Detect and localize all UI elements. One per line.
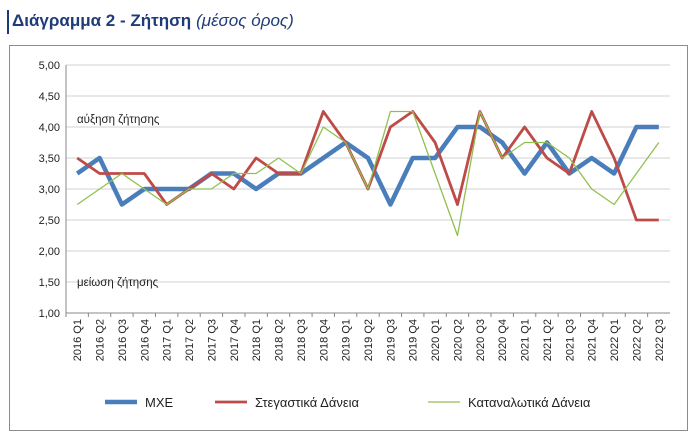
y-axis-ticks: 1,00 1,50 2,00 2,50 3,00 3,50 4,00 4,50 5,00: [39, 60, 60, 320]
legend: ΜΧΕ Στεγαστικά Δάνεια Καταναλωτικά Δάνεια: [105, 395, 591, 410]
x-tick-label: 2021 Q3: [564, 319, 576, 361]
annotation-lower: μείωση ζήτησης: [77, 277, 159, 289]
x-tick-label: 2022 Q1: [609, 319, 621, 361]
legend-label-1: Στεγαστικά Δάνεια: [255, 395, 360, 410]
y-tick-label: 5,00: [39, 60, 60, 72]
chart-title: Διάγραμμα 2 - Ζήτηση: [12, 11, 192, 30]
x-tick-label: 2021 Q4: [587, 319, 599, 361]
x-tick-label: 2017 Q4: [229, 319, 241, 361]
y-tick-label: 4,00: [39, 122, 60, 134]
x-tick-label: 2016 Q3: [117, 319, 129, 361]
x-tick-label: 2018 Q3: [296, 319, 308, 361]
x-tick-label: 2019 Q2: [363, 319, 375, 361]
x-axis-ticks: 2016 Q1 2016 Q2 2016 Q3 2016 Q4 2017 Q1 2017 …: [65, 313, 666, 361]
x-tick-label: 2017 Q3: [206, 319, 218, 361]
x-tick-label: 2020 Q4: [497, 319, 509, 361]
legend-label-2: Καταναλωτικά Δάνεια: [468, 395, 591, 410]
x-tick-label: 2018 Q1: [251, 319, 263, 361]
legend-label-0: ΜΧΕ: [145, 395, 174, 410]
chart-frame: 1,00 1,50 2,00 2,50 3,00 3,50 4,00 4,50 5,00 201…: [9, 45, 688, 431]
x-tick-label: 2016 Q2: [95, 319, 107, 361]
x-tick-label: 2016 Q4: [139, 319, 151, 361]
y-tick-label: 2,00: [39, 246, 60, 258]
x-tick-label: 2020 Q1: [430, 319, 442, 361]
chart-heading: Διάγραμμα 2 - Ζήτηση (μέσος όρος): [7, 10, 294, 34]
x-tick-label: 2016 Q1: [72, 319, 84, 361]
x-tick-label: 2021 Q1: [520, 319, 532, 361]
series-lines: [75, 110, 660, 237]
x-tick-label: 2017 Q2: [184, 319, 196, 361]
y-tick-label: 3,00: [39, 184, 60, 196]
x-tick-label: 2020 Q3: [475, 319, 487, 361]
chart-subtitle: (μέσος όρος): [196, 11, 294, 30]
series-line-2: [76, 110, 660, 237]
x-tick-label: 2019 Q1: [341, 319, 353, 361]
x-tick-label: 2022 Q2: [631, 319, 643, 361]
x-tick-label: 2022 Q3: [654, 319, 666, 361]
line-chart: 1,00 1,50 2,00 2,50 3,00 3,50 4,00 4,50 5,00 201…: [39, 60, 670, 410]
y-tick-label: 3,50: [39, 153, 60, 165]
x-tick-label: 2021 Q2: [542, 319, 554, 361]
y-tick-label: 1,50: [39, 277, 60, 289]
x-tick-label: 2018 Q4: [318, 319, 330, 361]
x-tick-label: 2020 Q2: [452, 319, 464, 361]
y-tick-label: 1,00: [39, 308, 60, 320]
x-tick-label: 2019 Q3: [385, 319, 397, 361]
x-tick-label: 2019 Q4: [408, 319, 420, 361]
series-line-0: [75, 124, 659, 207]
x-tick-label: 2017 Q1: [162, 319, 174, 361]
y-tick-label: 4,50: [39, 91, 60, 103]
y-tick-label: 2,50: [39, 215, 60, 227]
x-tick-label: 2018 Q2: [274, 319, 286, 361]
annotation-upper: αύξηση ζήτησης: [77, 114, 160, 126]
